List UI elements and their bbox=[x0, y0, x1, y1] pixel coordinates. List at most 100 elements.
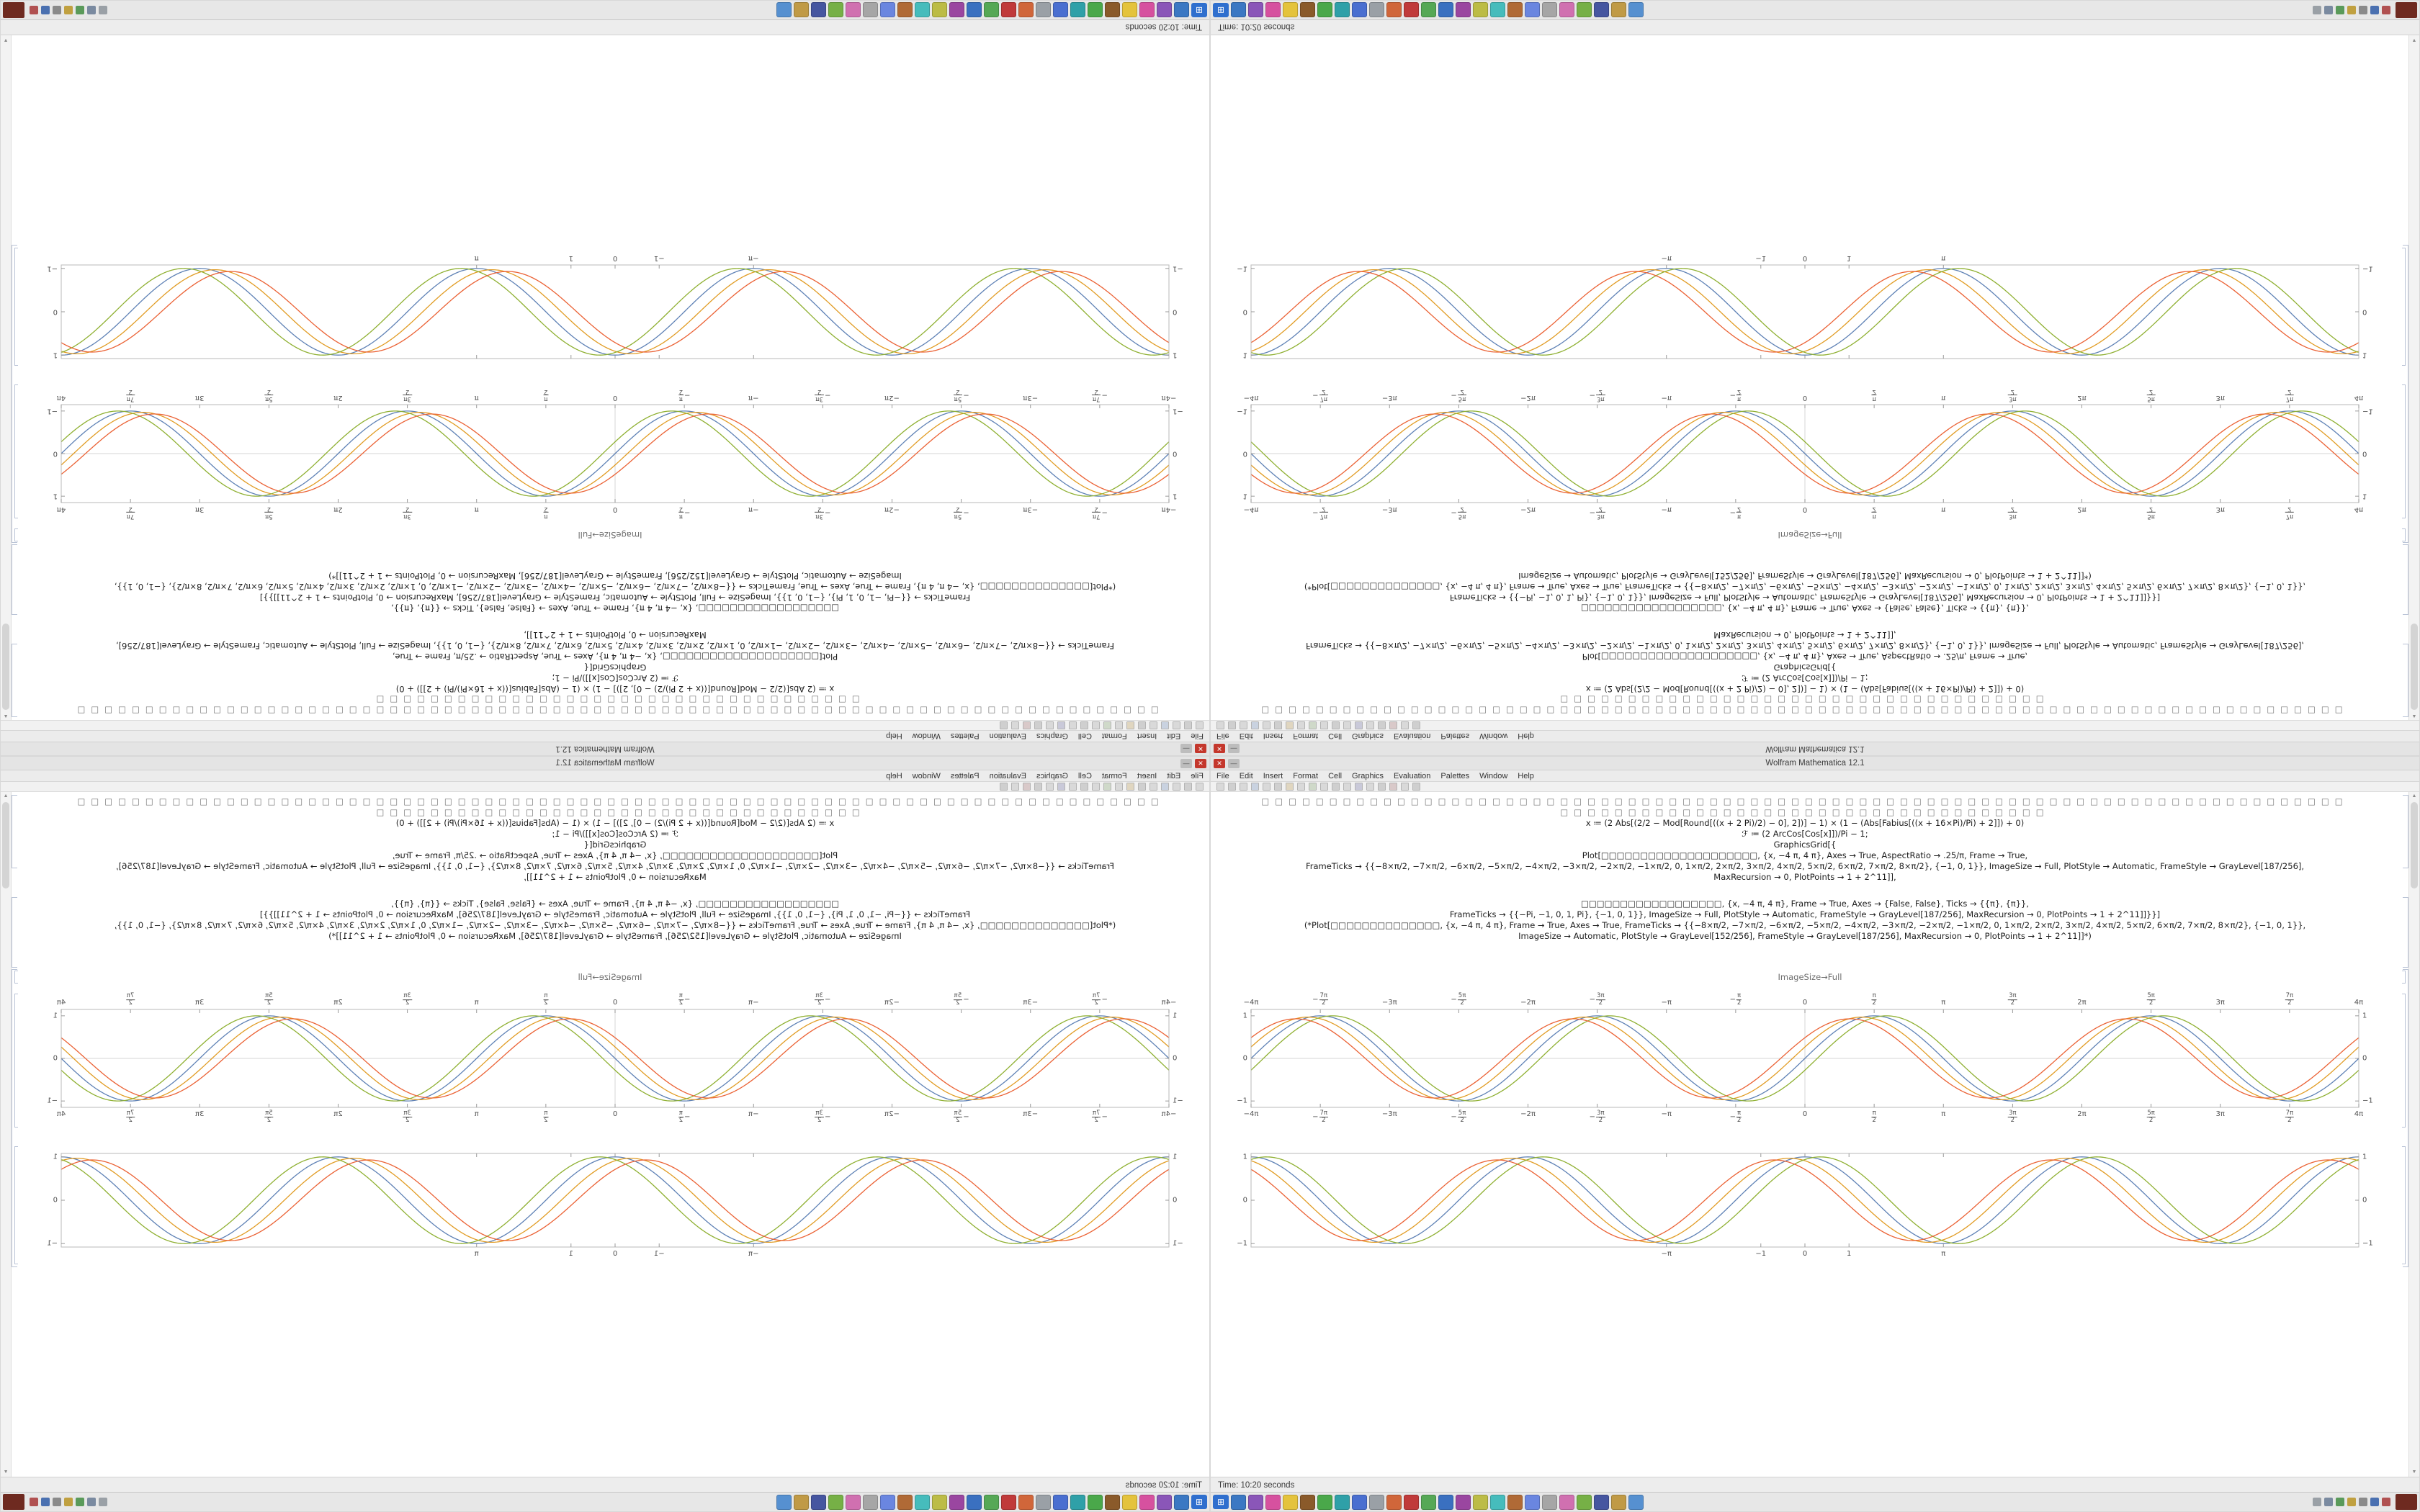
code-line[interactable]: Plot[□□□□□□□□□□□□□□□□□□□□, {x, −4 π, 4 π… bbox=[392, 850, 838, 860]
menu-item-help[interactable]: Help bbox=[1518, 771, 1534, 780]
taskbar-app-icon[interactable] bbox=[1335, 2, 1350, 18]
taskbar-app-icon[interactable] bbox=[915, 2, 930, 18]
toolbar-icon[interactable] bbox=[1092, 783, 1100, 791]
taskbar-app-icon[interactable] bbox=[949, 2, 964, 18]
toolbar-icon[interactable] bbox=[1389, 783, 1397, 791]
tray-icon[interactable] bbox=[2324, 1498, 2333, 1506]
taskbar-app-icon[interactable] bbox=[1283, 2, 1298, 18]
menu-item-format[interactable]: Format bbox=[1101, 732, 1127, 741]
toolbar-icon[interactable] bbox=[1320, 783, 1328, 791]
toolbar-icon[interactable] bbox=[1297, 721, 1305, 729]
taskbar-app-icon[interactable] bbox=[1174, 2, 1189, 18]
code-line[interactable]: GraphicsGrid[{ bbox=[583, 662, 647, 672]
menu-item-edit[interactable]: Edit bbox=[1167, 771, 1181, 780]
taskbar-app-icon[interactable] bbox=[915, 1494, 930, 1510]
taskbar-app-icon[interactable] bbox=[1525, 2, 1540, 18]
taskbar-app-icon[interactable] bbox=[1300, 1494, 1315, 1510]
code-line[interactable]: ImageSize → Automatic, PlotStyle → GrayL… bbox=[1518, 931, 2092, 941]
code-line[interactable]: FrameTicks → {{−Pi, −1, 0, 1, Pi}, {−1, … bbox=[259, 909, 971, 919]
taskbar-app-icon[interactable] bbox=[1404, 2, 1419, 18]
menu-item-edit[interactable]: Edit bbox=[1239, 732, 1253, 741]
code-line[interactable]: FrameTicks → {{−Pi, −1, 0, 1, Pi}, {−1, … bbox=[1449, 593, 2161, 603]
menu-item-cell[interactable]: Cell bbox=[1328, 771, 1343, 780]
code-line[interactable]: Plot[□□□□□□□□□□□□□□□□□□□□, {x, −4 π, 4 π… bbox=[392, 652, 838, 662]
taskbar-app-icon[interactable] bbox=[1594, 2, 1609, 18]
toolbar-icon[interactable] bbox=[1126, 783, 1134, 791]
taskbar-app-icon[interactable] bbox=[1386, 1494, 1402, 1510]
toolbar-icon[interactable] bbox=[1046, 721, 1054, 729]
code-line[interactable]: x ≔ (2 Abs[(2/2 − Mod[Round[((x + 2 Pi)/… bbox=[1585, 818, 2025, 828]
input-cell-2[interactable]: □□□□□□□□□□□□□□□□□□, {x, −4 π, 4 π}, Fram… bbox=[1232, 899, 2378, 942]
toolbar-icon[interactable] bbox=[1138, 721, 1146, 729]
toolbar-icon[interactable] bbox=[1228, 783, 1236, 791]
code-line[interactable]: x ≔ (2 Abs[(2/2 − Mod[Round[((x + 2 Pi)/… bbox=[1585, 684, 2025, 694]
toolbar-icon[interactable] bbox=[1286, 783, 1294, 791]
taskbar-app-icon[interactable] bbox=[1105, 1494, 1120, 1510]
taskbar-app-icon[interactable] bbox=[1070, 2, 1085, 18]
toolbar-icon[interactable] bbox=[1011, 721, 1019, 729]
show-desktop-corner[interactable] bbox=[2396, 1494, 2417, 1510]
toolbar-icon[interactable] bbox=[1080, 721, 1088, 729]
taskbar-app-icon[interactable] bbox=[1611, 1494, 1626, 1510]
scrollbar[interactable]: ▲ ▼ bbox=[2408, 792, 2419, 1477]
menu-item-evaluation[interactable]: Evaluation bbox=[989, 732, 1026, 741]
taskbar-app-icon[interactable] bbox=[1139, 2, 1155, 18]
notebook-content[interactable]: □□□□□□□□□□□□□□□□□□□□□□□□□□□□□□□□□□□□ □□□□… bbox=[11, 792, 1209, 1477]
code-line[interactable]: □□□□□□□□□□□□□□□□□□□□□□□□□□□□□□□□□□□□ bbox=[370, 695, 860, 705]
menu-item-format[interactable]: Format bbox=[1293, 771, 1319, 780]
taskbar-app-icon[interactable] bbox=[828, 1494, 843, 1510]
taskbar-app-icon[interactable] bbox=[1352, 1494, 1367, 1510]
code-line[interactable]: (*Plot[□□□□□□□□□□□□□□, {x, −4 π, 4 π}, F… bbox=[114, 920, 1116, 930]
toolbar-icon[interactable] bbox=[1240, 783, 1247, 791]
menu-item-palettes[interactable]: Palettes bbox=[950, 732, 980, 741]
toolbar-icon[interactable] bbox=[1150, 783, 1157, 791]
toolbar-icon[interactable] bbox=[1150, 721, 1157, 729]
taskbar-app-icon[interactable] bbox=[880, 2, 895, 18]
code-line[interactable]: MaxRecursion → 0, PlotPoints → 1 + 2^11]… bbox=[1713, 872, 1896, 882]
taskbar-app-icon[interactable] bbox=[1088, 1494, 1103, 1510]
taskbar-app-icon[interactable] bbox=[984, 2, 999, 18]
taskbar-app-icon[interactable] bbox=[1157, 2, 1172, 18]
start-button[interactable]: ⊞ bbox=[1191, 3, 1207, 17]
taskbar-app-icon[interactable] bbox=[1369, 2, 1384, 18]
tray-icon[interactable] bbox=[53, 1498, 61, 1506]
menu-item-insert[interactable]: Insert bbox=[1263, 771, 1283, 780]
tray-icon[interactable] bbox=[64, 1498, 73, 1506]
input-cell-2[interactable]: □□□□□□□□□□□□□□□□□□, {x, −4 π, 4 π}, Fram… bbox=[42, 899, 1188, 942]
tray-icon[interactable] bbox=[30, 6, 38, 14]
code-line[interactable]: ImageSize → Automatic, PlotStyle → GrayL… bbox=[1518, 571, 2092, 581]
toolbar-icon[interactable] bbox=[1263, 783, 1270, 791]
taskbar-app-icon[interactable] bbox=[1577, 1494, 1592, 1510]
code-line[interactable]: □□□□□□□□□□□□□□□□□□, {x, −4 π, 4 π}, Fram… bbox=[1580, 603, 2030, 613]
taskbar-app-icon[interactable] bbox=[1283, 1494, 1298, 1510]
taskbar-app-icon[interactable] bbox=[1369, 1494, 1384, 1510]
taskbar-app-icon[interactable] bbox=[794, 2, 809, 18]
taskbar-app-icon[interactable] bbox=[1001, 1494, 1016, 1510]
toolbar-icon[interactable] bbox=[1320, 721, 1328, 729]
taskbar-app-icon[interactable] bbox=[1248, 2, 1263, 18]
input-cell-2[interactable]: □□□□□□□□□□□□□□□□□□, {x, −4 π, 4 π}, Fram… bbox=[1232, 570, 2378, 613]
taskbar-app-icon[interactable] bbox=[1386, 2, 1402, 18]
code-line[interactable]: □□□□□□□□□□□□□□□□□□□□□□□□□□□□□□□□□□□□□□□□… bbox=[1261, 706, 2349, 716]
taskbar-app-icon[interactable] bbox=[1157, 1494, 1172, 1510]
menu-item-cell[interactable]: Cell bbox=[1328, 732, 1343, 741]
toolbar-icon[interactable] bbox=[1412, 721, 1420, 729]
taskbar-app-icon[interactable] bbox=[1265, 2, 1281, 18]
taskbar-app-icon[interactable] bbox=[1473, 1494, 1488, 1510]
menu-item-window[interactable]: Window bbox=[1479, 771, 1508, 780]
toolbar-icon[interactable] bbox=[1011, 783, 1019, 791]
scroll-down-arrow-icon[interactable]: ▼ bbox=[3, 1470, 9, 1475]
taskbar-app-icon[interactable] bbox=[1542, 1494, 1557, 1510]
taskbar-app-icon[interactable] bbox=[811, 1494, 826, 1510]
taskbar-app-icon[interactable] bbox=[776, 1494, 792, 1510]
start-button[interactable]: ⊞ bbox=[1191, 1495, 1207, 1509]
scroll-down-arrow-icon[interactable]: ▼ bbox=[3, 37, 9, 42]
toolbar-icon[interactable] bbox=[1196, 721, 1204, 729]
window-minimize-button[interactable]: — bbox=[1228, 744, 1240, 754]
window-close-button[interactable]: ✕ bbox=[1214, 758, 1225, 768]
toolbar-icon[interactable] bbox=[1401, 721, 1409, 729]
toolbar-icon[interactable] bbox=[1355, 783, 1363, 791]
toolbar-icon[interactable] bbox=[1274, 721, 1282, 729]
code-line[interactable]: GraphicsGrid[{ bbox=[583, 840, 647, 850]
toolbar-icon[interactable] bbox=[1366, 721, 1374, 729]
